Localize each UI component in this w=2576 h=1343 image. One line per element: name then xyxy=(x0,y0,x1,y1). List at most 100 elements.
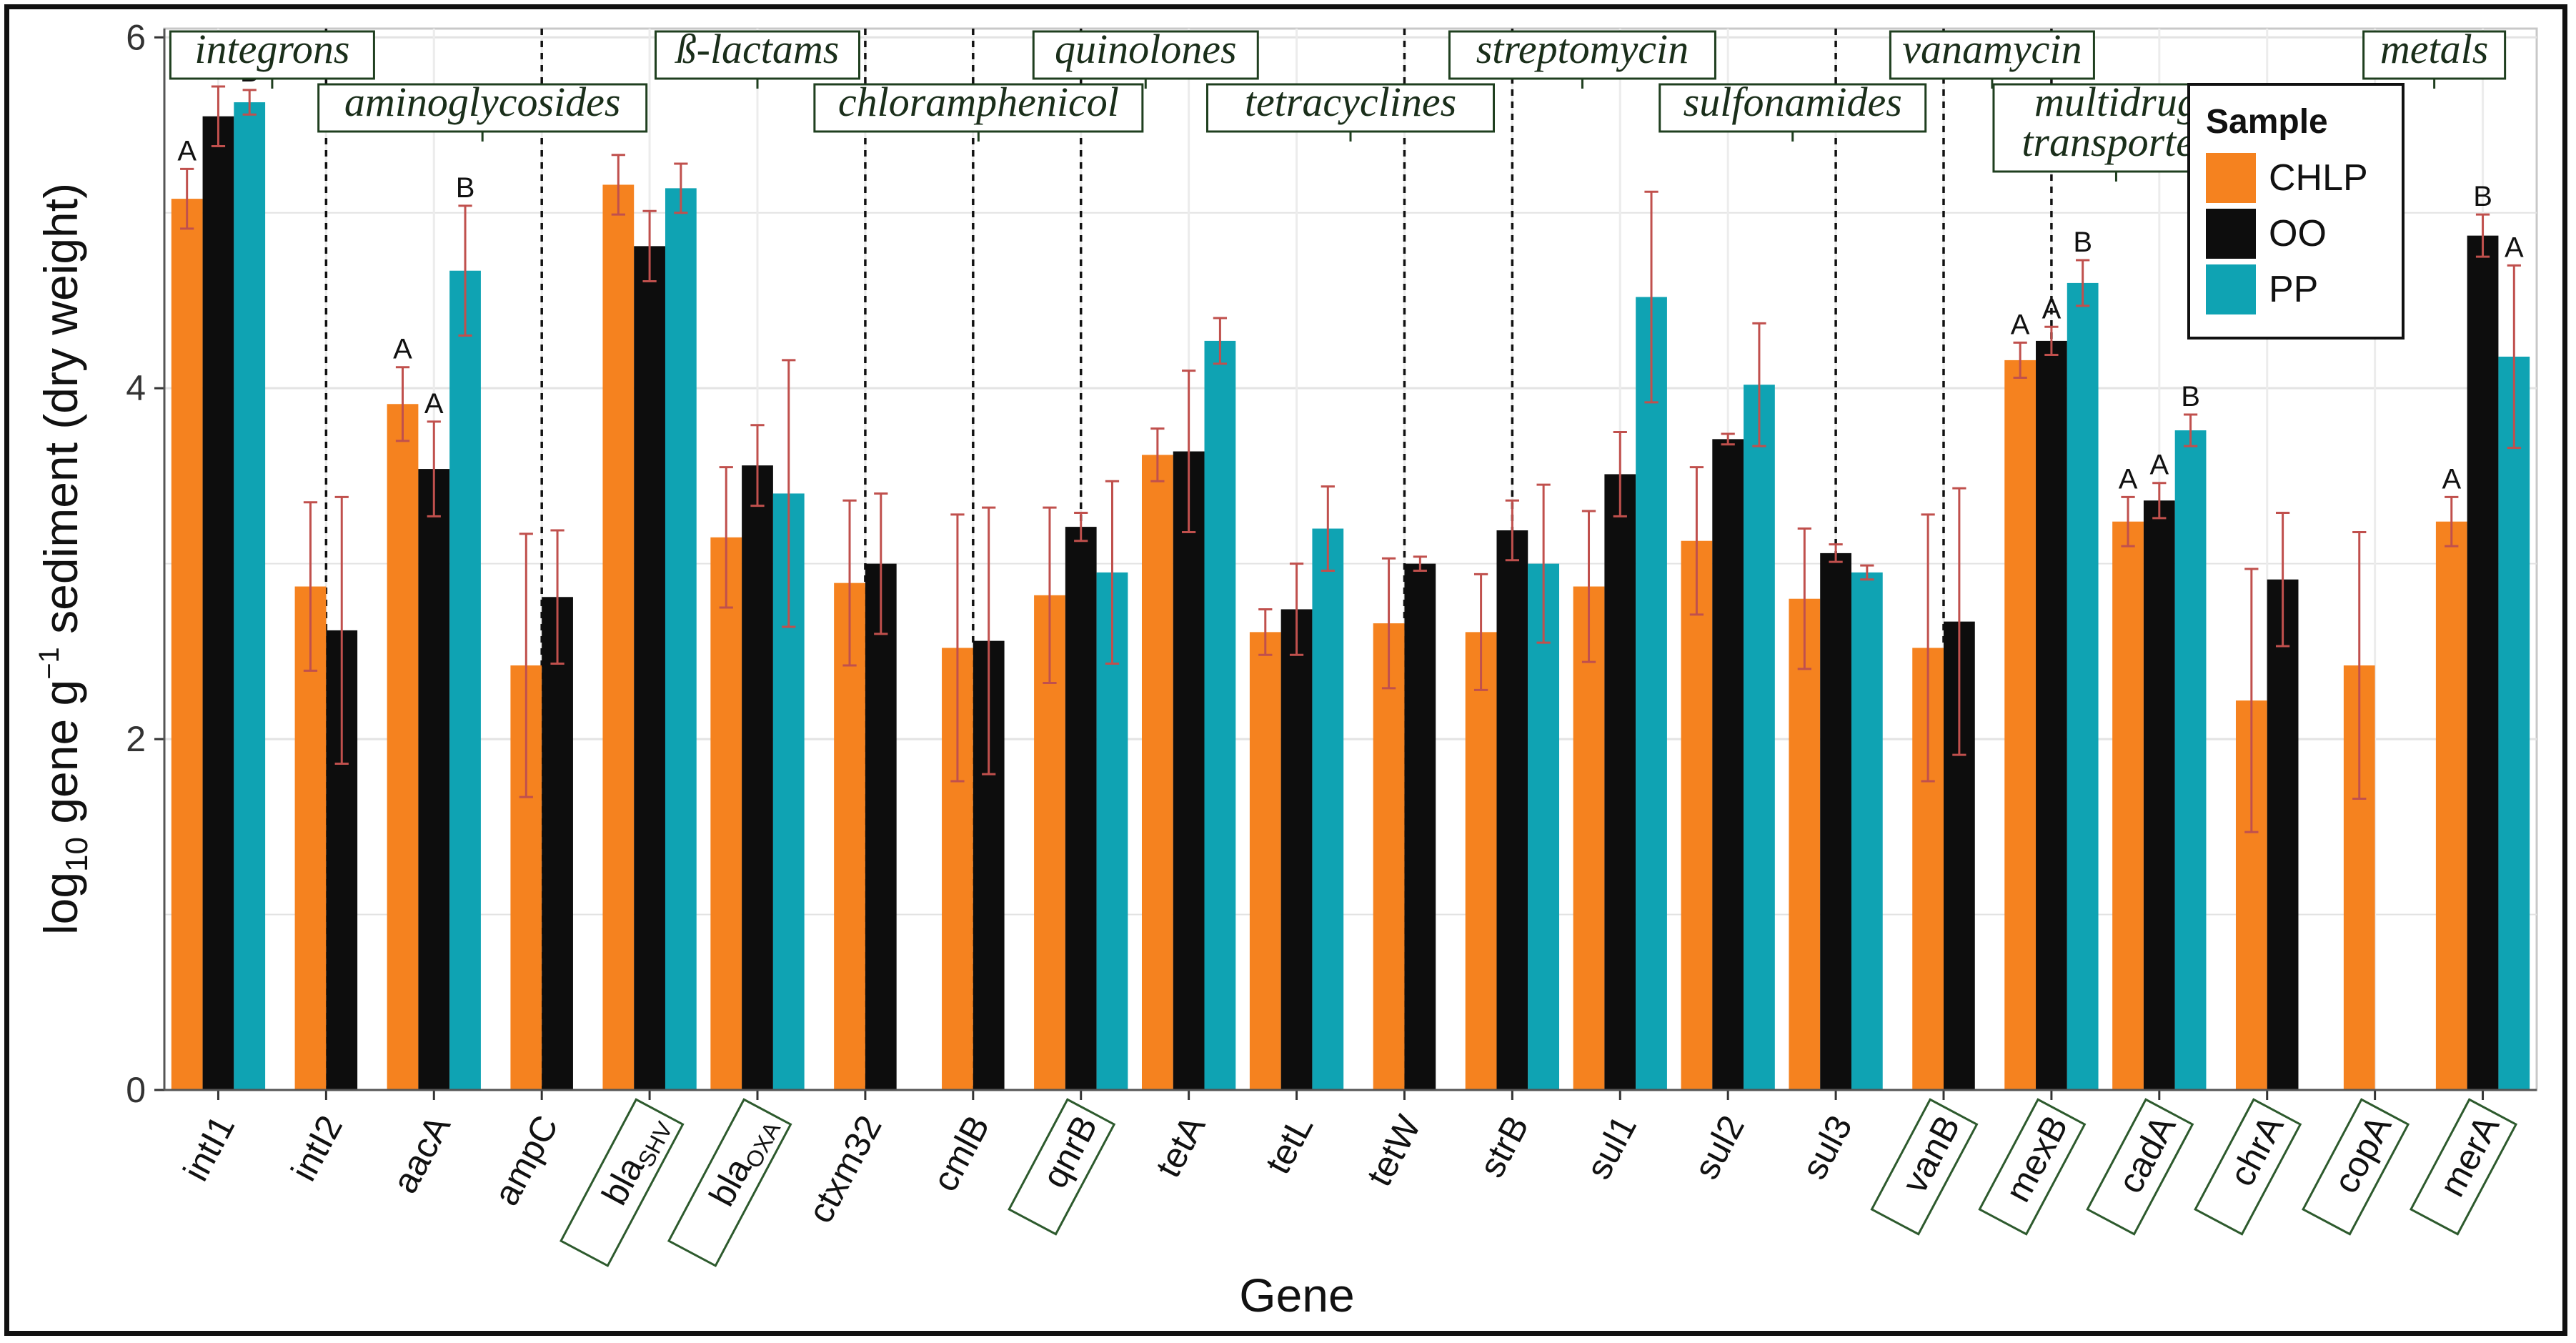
gene-label-group: merA xyxy=(2409,1098,2518,1236)
gene-label-main: sul3 xyxy=(1794,1109,1860,1185)
significance-letter: A xyxy=(393,334,412,365)
bar-oo xyxy=(2467,235,2499,1090)
gene-label-group: cmlB xyxy=(925,1109,998,1197)
gene-label-group: ctxm32 xyxy=(800,1109,890,1229)
gene-label: tetW xyxy=(1359,1109,1429,1193)
bar-chlp xyxy=(2004,360,2037,1091)
legend-label-pp: PP xyxy=(2269,269,2318,310)
gene-label: cadA xyxy=(2110,1109,2184,1199)
x-axis-title: Gene xyxy=(1239,1269,1354,1322)
category-label: tetracyclines xyxy=(1245,79,1456,125)
gene-label-box xyxy=(2302,1098,2410,1236)
gene-label-main: cmlB xyxy=(925,1109,998,1197)
bar-oo xyxy=(1496,530,1528,1090)
bar-chlp xyxy=(1465,632,1497,1090)
bar-pp xyxy=(1312,528,1344,1090)
gene-label-main: merA xyxy=(2432,1109,2507,1203)
gene-label-main: aacA xyxy=(384,1109,458,1199)
gene-label-group: tetA xyxy=(1148,1109,1213,1184)
category-label: quinolones xyxy=(1055,26,1237,72)
gene-label-group: mexB xyxy=(1978,1098,2087,1236)
bar-chlp xyxy=(834,583,865,1090)
gene-label: sul2 xyxy=(1686,1109,1753,1185)
bar-chlp xyxy=(1789,598,1821,1090)
legend-swatch-pp xyxy=(2206,264,2256,314)
category-label: metals xyxy=(2380,26,2488,72)
gene-label-box xyxy=(1870,1098,1979,1236)
gene-label-group: intI1 xyxy=(175,1109,242,1187)
significance-letter: A xyxy=(2042,293,2062,324)
significance-letter: B xyxy=(2473,181,2492,212)
gene-label: copA xyxy=(2326,1109,2400,1199)
gene-label: qnrB xyxy=(1035,1109,1105,1194)
category-box xyxy=(317,83,648,133)
category-label: streptomycin xyxy=(1476,26,1689,72)
legend-swatch-chlp xyxy=(2206,153,2256,203)
y-axis-ticks: 0 2 4 6 xyxy=(126,17,164,1110)
bar-chlp xyxy=(602,184,635,1090)
category-label: integrons xyxy=(194,26,349,72)
category-box xyxy=(655,30,860,80)
bar-oo xyxy=(1604,474,1636,1090)
gene-label: blaSHV xyxy=(594,1109,677,1214)
gene-label-main: cadA xyxy=(2110,1109,2184,1199)
bar-pp xyxy=(2174,430,2207,1090)
gene-label-main: tetL xyxy=(1258,1109,1321,1180)
gene-label-box xyxy=(2086,1098,2194,1236)
gene-label-main: intI2 xyxy=(283,1109,350,1187)
bar-chlp xyxy=(2435,521,2467,1090)
significance-letter: A xyxy=(2505,232,2524,263)
gene-label: chrA xyxy=(2222,1109,2292,1193)
gene-label: cmlB xyxy=(925,1109,998,1197)
significance-letter: B xyxy=(2073,227,2092,258)
bar-oo xyxy=(2267,579,2299,1090)
gene-label-group: tetW xyxy=(1359,1109,1429,1193)
gene-label: strB xyxy=(1471,1109,1536,1184)
bar-oo xyxy=(634,246,665,1090)
bar-chlp xyxy=(1373,623,1405,1090)
gene-label: blaOXA xyxy=(701,1109,785,1214)
figure-frame xyxy=(4,4,2567,1336)
gene-label-box xyxy=(1978,1098,2087,1236)
legend-swatch-oo xyxy=(2206,209,2256,259)
gene-label: tetA xyxy=(1148,1109,1213,1184)
y-tick-label: 6 xyxy=(126,17,146,57)
y-tick-label: 4 xyxy=(126,368,146,408)
gene-label: tetL xyxy=(1258,1109,1321,1180)
legend-label-chlp: CHLP xyxy=(2269,157,2368,199)
gene-label-box xyxy=(667,1098,792,1267)
significance-letter: B xyxy=(456,172,475,204)
category-label: multidrug xyxy=(2034,79,2198,125)
significance-letter: A xyxy=(424,388,444,420)
bar-oo xyxy=(542,597,573,1090)
gene-label-main: sul1 xyxy=(1578,1109,1645,1185)
y-axis-title: log10 gene g−1 sediment (dry weight) xyxy=(34,183,94,935)
gene-label: sul1 xyxy=(1578,1109,1645,1185)
bar-oo xyxy=(418,469,450,1090)
category-label: vanamycin xyxy=(1902,26,2082,72)
gene-label-main: ampC xyxy=(486,1109,566,1211)
bar-pp xyxy=(1851,572,1883,1090)
gene-label: vanB xyxy=(1894,1109,1968,1199)
bar-oo xyxy=(1712,439,1744,1090)
bar-pp xyxy=(1204,340,1236,1091)
gene-label: ampC xyxy=(486,1109,566,1211)
gene-label-box xyxy=(1008,1098,1116,1236)
gene-label-group: tetL xyxy=(1258,1109,1321,1180)
bar-oo xyxy=(1173,451,1205,1090)
bar-chlp xyxy=(1681,540,1713,1090)
bar-pp xyxy=(1636,297,1667,1091)
gene-label-group: sul2 xyxy=(1686,1109,1753,1185)
gene-label-main: chrA xyxy=(2222,1109,2292,1193)
y-tick-label: 2 xyxy=(126,719,146,759)
category-box xyxy=(1889,30,2095,80)
gene-label: merA xyxy=(2432,1109,2507,1203)
category-box xyxy=(2362,30,2507,80)
gene-label: intI2 xyxy=(283,1109,350,1187)
significance-letter: A xyxy=(2011,309,2030,340)
gene-label-group: copA xyxy=(2302,1098,2410,1236)
gene-label-box xyxy=(560,1098,685,1267)
gene-label-subscript: SHV xyxy=(633,1117,678,1171)
gene-label-group: cadA xyxy=(2086,1098,2194,1236)
